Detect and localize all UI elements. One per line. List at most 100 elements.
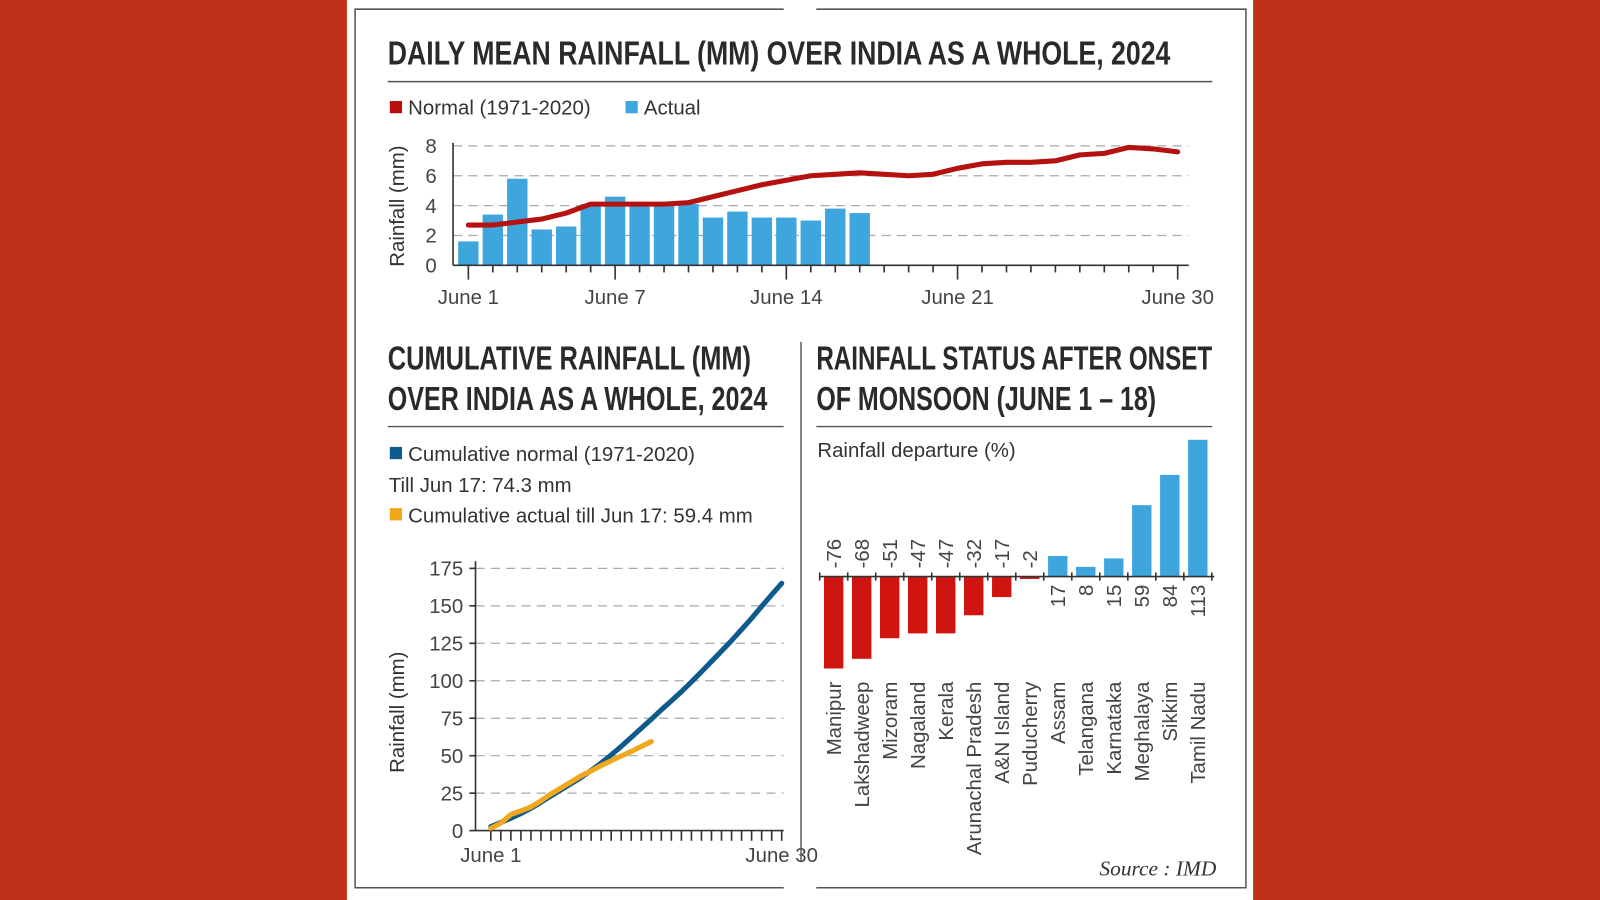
value-label: -17 [992, 539, 1014, 568]
bar-actual [556, 226, 577, 266]
value-label: 59 [1132, 585, 1154, 608]
y-tick-label: 150 [429, 596, 463, 618]
legend-cum-actual-label: Cumulative actual till Jun 17: 59.4 mm [408, 505, 753, 527]
x-tick-label: June 7 [585, 287, 646, 309]
value-label: -51 [880, 539, 902, 568]
bar-tamil-nadu [1188, 439, 1208, 577]
value-label: 113 [1188, 585, 1210, 618]
bar-actual [458, 241, 479, 266]
bar-meghalaya [1132, 505, 1152, 577]
bar-actual [580, 204, 601, 266]
y-tick-label: 50 [441, 746, 464, 768]
x-tick-label: June 1 [460, 845, 521, 867]
bar-actual [849, 213, 870, 266]
category-label: Mizoram [880, 682, 902, 760]
rainfall-departure-chart: RAINFALL STATUS AFTER ONSET OF MONSOON (… [816, 340, 1217, 881]
category-label: Sikkim [1160, 682, 1182, 742]
y-tick-label: 100 [429, 671, 463, 693]
bar-actual [825, 208, 846, 266]
category-label: Puducherry [1020, 681, 1042, 786]
y-tick-label: 0 [425, 255, 436, 277]
panel-background [346, 0, 1254, 900]
value-label: -68 [852, 539, 874, 568]
category-label: Tamil Nadu [1188, 682, 1210, 784]
bar-puducherry [1020, 576, 1040, 579]
category-label: Arunachal Pradesh [964, 682, 986, 855]
value-label: 84 [1160, 585, 1182, 608]
legend-actual-label: Actual [644, 97, 701, 119]
y-tick-label: 75 [441, 708, 464, 730]
category-label: Assam [1048, 682, 1070, 744]
bar-actual [678, 204, 699, 266]
chart3-title-line2: OF MONSOON (JUNE 1 – 18) [816, 381, 1156, 418]
bar-a-n-island [992, 576, 1012, 598]
chart1-title: DAILY MEAN RAINFALL (MM) OVER INDIA AS A… [388, 35, 1171, 72]
bar-kerala [936, 576, 956, 634]
bar-karnataka [1104, 558, 1124, 577]
legend-actual-swatch [625, 101, 638, 114]
daily-rainfall-chart: DAILY MEAN RAINFALL (MM) OVER INDIA AS A… [387, 35, 1214, 309]
source-note: Source : IMD [1099, 857, 1216, 881]
bar-mizoram [880, 576, 900, 639]
x-tick-label: June 30 [745, 845, 818, 867]
bar-actual [629, 205, 650, 266]
y-axis-label: Rainfall departure (%) [817, 440, 1015, 462]
value-label: -47 [936, 539, 958, 568]
chart2-title-line2: OVER INDIA AS A WHOLE, 2024 [388, 381, 768, 418]
y-tick-label: 0 [452, 821, 463, 843]
bar-actual [531, 229, 552, 266]
y-tick-label: 8 [425, 136, 436, 158]
y-tick-label: 175 [429, 559, 463, 581]
category-label: Lakshadweep [852, 682, 874, 808]
legend-normal-swatch [389, 101, 403, 114]
legend-normal-label: Normal (1971-2020) [408, 97, 590, 119]
legend-cum-normal-swatch [389, 446, 403, 460]
cumulative-rainfall-chart: CUMULATIVE RAINFALL (MM) OVER INDIA AS A… [387, 340, 818, 867]
bar-lakshadweep [851, 576, 872, 659]
y-tick-label: 4 [425, 196, 436, 218]
line-cumulative-actual [488, 739, 654, 831]
bar-actual [604, 196, 626, 266]
x-tick-label: June 21 [921, 287, 994, 309]
y-tick-label: 25 [441, 783, 464, 805]
value-label: -47 [908, 539, 930, 568]
legend-cum-normal-label: Cumulative normal (1971-2020) [408, 444, 695, 466]
bar-nagaland [908, 576, 928, 634]
bar-actual [727, 211, 748, 266]
category-label: Telangana [1076, 681, 1098, 776]
y-tick-label: 6 [425, 166, 436, 188]
legend-cum-actual-swatch [389, 508, 403, 521]
x-tick-label: June 14 [750, 287, 823, 309]
value-label: 8 [1076, 585, 1098, 596]
legend-cum-normal-note: Till Jun 17: 74.3 mm [389, 475, 572, 497]
bar-actual [776, 217, 797, 266]
y-axis-label: Rainfall (mm) [387, 146, 409, 267]
y-tick-label: 2 [425, 226, 436, 248]
value-label: 15 [1104, 585, 1126, 608]
y-axis-label: Rainfall (mm) [387, 652, 409, 773]
bar-sikkim [1160, 474, 1180, 577]
category-label: Manipur [824, 681, 846, 755]
bar-arunachal-pradesh [964, 576, 984, 616]
category-label: Kerala [936, 681, 958, 741]
x-tick-label: June 30 [1141, 287, 1214, 309]
bar-assam [1048, 555, 1068, 577]
category-label: A&N Island [992, 682, 1014, 784]
panel-border [354, 8, 1247, 889]
bar-actual [702, 217, 724, 266]
bar-actual [751, 217, 773, 266]
bar-manipur [823, 576, 844, 669]
chart2-title-line1: CUMULATIVE RAINFALL (MM) [388, 340, 751, 377]
bar-actual [653, 205, 675, 266]
y-tick-label: 125 [429, 633, 463, 655]
value-label: -2 [1020, 550, 1042, 568]
category-label: Nagaland [908, 682, 930, 769]
category-label: Meghalaya [1132, 681, 1154, 781]
line-normal [465, 144, 1181, 228]
chart3-title-line1: RAINFALL STATUS AFTER ONSET [816, 340, 1212, 377]
x-tick-label: June 1 [438, 287, 499, 309]
category-label: Karnataka [1104, 681, 1126, 775]
bar-telangana [1076, 566, 1096, 577]
value-label: 17 [1048, 585, 1070, 608]
